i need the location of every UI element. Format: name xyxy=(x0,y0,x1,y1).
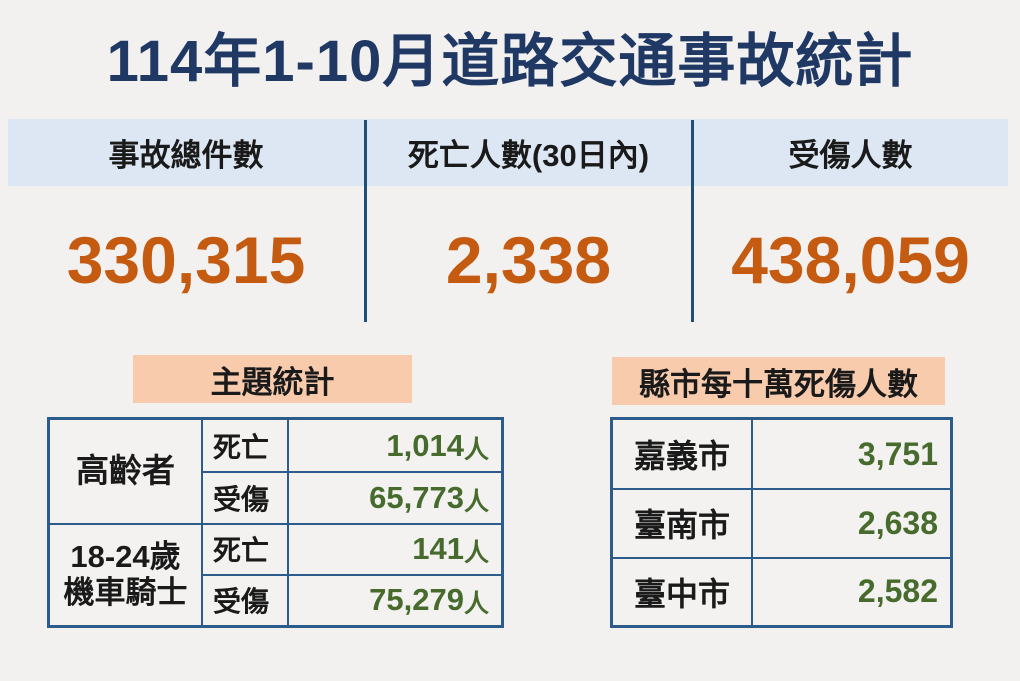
topic-value: 65,773 人 xyxy=(287,471,501,523)
summary-col-label-total: 事故總件數 xyxy=(108,138,264,173)
topic-group-young-riders: 18-24歲 機車騎士 xyxy=(50,522,201,626)
city-name: 臺南市 xyxy=(613,488,751,556)
city-value: 3,751 xyxy=(751,420,950,489)
value-number: 75,279 xyxy=(369,582,464,618)
city-value: 2,638 xyxy=(751,488,950,557)
topic-group-label-line2: 機車騎士 xyxy=(63,574,188,610)
topic-type-label: 受傷 xyxy=(201,573,287,625)
topic-group-label-line1: 18-24歲 xyxy=(70,539,181,575)
city-value: 2,582 xyxy=(751,556,950,625)
column-divider xyxy=(691,120,694,322)
value-number: 65,773 xyxy=(369,479,464,515)
topic-type-label: 死亡 xyxy=(201,522,287,574)
summary-value-total: 330,315 xyxy=(66,222,306,297)
topic-value: 75,279 人 xyxy=(287,573,501,625)
topic-group-elderly: 高齡者 xyxy=(50,420,201,523)
topic-type-label: 受傷 xyxy=(201,471,287,523)
value-number: 1,014 xyxy=(386,427,464,463)
page-title: 114年1-10月道路交通事故統計 xyxy=(106,29,914,94)
topic-value: 1,014 人 xyxy=(287,420,501,472)
summary-value-injuries: 438,059 xyxy=(731,222,970,297)
city-name: 臺中市 xyxy=(613,556,751,625)
summary-col-label-injuries: 受傷人數 xyxy=(788,138,913,173)
value-number: 141 xyxy=(412,531,464,567)
city-section-title: 縣市每十萬死傷人數 xyxy=(612,357,945,405)
value-unit: 人 xyxy=(463,539,489,568)
summary-header-band xyxy=(8,119,1008,186)
city-table: 嘉義市 3,751 臺南市 2,638 臺中市 2,582 xyxy=(610,417,953,628)
summary-value-deaths: 2,338 xyxy=(445,222,612,297)
topic-group-label: 高齡者 xyxy=(76,452,175,490)
value-unit: 人 xyxy=(463,487,489,516)
topic-value: 141 人 xyxy=(287,522,501,574)
summary-col-label-deaths: 死亡人數(30日內) xyxy=(407,138,650,173)
value-unit: 人 xyxy=(463,590,489,619)
column-divider xyxy=(364,120,367,322)
topic-type-label: 死亡 xyxy=(201,420,287,472)
topic-table: 高齡者 死亡 1,014 人 受傷 65,773 人 18-24歲 機車騎士 死亡 … xyxy=(47,417,504,628)
city-name: 嘉義市 xyxy=(633,438,730,475)
value-unit: 人 xyxy=(463,435,489,464)
topic-section-title: 主題統計 xyxy=(133,355,412,403)
